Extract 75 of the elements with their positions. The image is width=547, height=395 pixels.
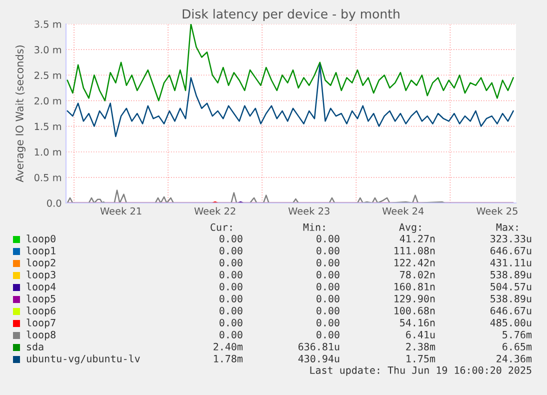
text: 129.90n	[394, 294, 435, 302]
legend-label: loop3	[26, 270, 56, 280]
text: 111.08n	[394, 246, 435, 254]
legend-label: loop2	[26, 258, 56, 268]
legend-label: loop7	[26, 318, 56, 328]
y-tick-label: 2.5 m	[34, 72, 62, 79]
text: 1.78m	[214, 354, 243, 362]
text: 646.67u	[490, 246, 532, 254]
text: 0.00	[316, 306, 340, 314]
y-tick-label: 3.0 m	[34, 46, 62, 54]
legend-label: loop0	[26, 234, 56, 244]
text: 485.00u	[490, 318, 532, 326]
text: 0.00	[316, 258, 340, 266]
text: 504.57u	[490, 282, 532, 290]
text: 0.00	[220, 258, 242, 266]
x-tick-label: Week 22	[194, 207, 236, 215]
text: Cur:	[210, 223, 232, 231]
text: 24.36m	[496, 354, 532, 362]
text: 6.41u	[406, 330, 435, 338]
text: 0.00	[220, 246, 242, 254]
text: 0.00	[220, 318, 242, 326]
text: 2.40m	[214, 342, 243, 350]
text: 54.16n	[400, 318, 435, 326]
y-tick-label: 2.0 m	[34, 97, 62, 105]
text: 41.27n	[400, 234, 435, 242]
y-tick-label: 0.0	[47, 199, 62, 207]
legend-label: loop6	[26, 306, 56, 316]
text: Max:	[496, 223, 518, 231]
text: Avg:	[399, 223, 421, 233]
text: 1.75m	[406, 354, 436, 362]
text: 0.00	[220, 294, 242, 302]
x-tick-label: Week 23	[288, 207, 330, 215]
text: 160.81n	[394, 282, 435, 290]
legend-label: ubuntu-vg/ubuntu-lv	[26, 354, 140, 364]
text: 0.00	[220, 306, 242, 314]
text: 2.38m	[406, 342, 436, 350]
text: 100.68n	[394, 306, 435, 314]
legend-label: loop8	[26, 330, 56, 340]
legend-label: loop5	[26, 294, 56, 304]
text: Min:	[303, 223, 325, 231]
y-tick-label: 1.0 m	[34, 148, 62, 156]
text: 0.00	[316, 282, 340, 290]
text: Last update: Thu Jun 19 16:00:20 2025	[310, 366, 532, 376]
text: 0.00	[220, 270, 242, 278]
x-tick-label: Week 21	[100, 207, 142, 215]
text: 6.65m	[502, 342, 532, 350]
x-tick-label: Week 24	[382, 207, 424, 215]
legend-label: loop1	[26, 246, 56, 256]
text: 78.02n	[400, 270, 435, 278]
text: 636.81u	[298, 342, 340, 350]
legend-label: loop4	[26, 282, 56, 292]
y-axis-title: Average IO Wait (seconds)	[15, 46, 26, 182]
text: 430.94u	[298, 354, 340, 362]
legend-label: sda	[27, 342, 44, 350]
text: 0.00	[316, 294, 340, 302]
text: 0.00	[220, 282, 242, 290]
text: 0.00	[316, 318, 340, 326]
text: 431.11u	[490, 258, 532, 266]
text: 646.67u	[490, 306, 532, 314]
text: 5.76m	[502, 330, 532, 338]
text: 0.00	[316, 330, 340, 338]
y-tick-label: 3.5 m	[34, 20, 62, 28]
chart-title: Disk latency per device - by month	[182, 8, 400, 22]
text: 122.42n	[394, 258, 435, 266]
text: 538.89u	[490, 270, 532, 278]
text: 0.00	[316, 270, 340, 278]
y-tick-label: 1.5 m	[34, 122, 62, 130]
text: 0.00	[220, 330, 242, 338]
text: 323.33u	[490, 234, 532, 242]
x-tick-label: Week 25	[476, 207, 518, 215]
y-tick-label: 0.5 m	[34, 174, 62, 182]
text: 0.00	[316, 246, 340, 254]
text: 0.00	[220, 234, 242, 242]
text: 0.00	[316, 234, 340, 242]
text: 538.89u	[490, 294, 532, 302]
